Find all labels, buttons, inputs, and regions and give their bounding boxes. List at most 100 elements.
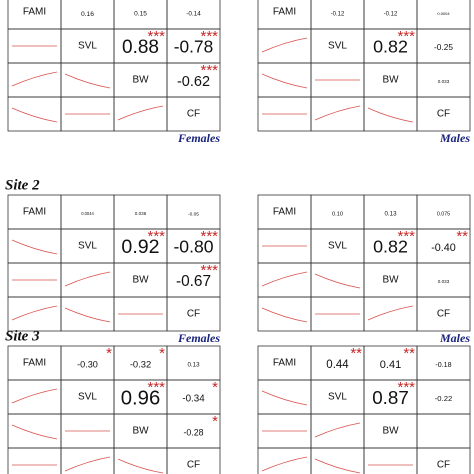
variable-label: FAMI	[23, 358, 46, 369]
matrix-cell	[166, 447, 221, 474]
trend-line	[11, 388, 58, 404]
matrix-cell	[416, 447, 471, 474]
correlation: -0.34	[182, 394, 205, 405]
correlation: 0.44	[326, 359, 349, 371]
matrix-cell	[257, 28, 312, 64]
correlation: 0.96	[121, 387, 160, 409]
variable-label: FAMI	[273, 207, 296, 218]
significance-stars: ***	[397, 228, 415, 245]
correlation: 0.82	[373, 237, 408, 257]
variable-label: SVL	[78, 392, 97, 403]
correlation: -0.67	[176, 273, 211, 290]
trend-line	[314, 458, 361, 474]
sex-label: Females	[177, 131, 220, 145]
correlation: 0.16	[81, 11, 94, 18]
correlation: 0.82	[373, 37, 408, 57]
trend-line	[261, 37, 308, 53]
matrix-cell	[257, 379, 312, 415]
matrix-cell	[257, 262, 312, 298]
correlation: -0.18	[435, 361, 451, 369]
correlation: 0.13	[384, 211, 397, 218]
correlation: -0.32	[130, 358, 151, 369]
trend-line	[261, 73, 308, 89]
correlation: 0.033	[438, 79, 450, 84]
correlation: 0.036	[135, 211, 147, 216]
correlation: -0.14	[186, 11, 201, 18]
matrix-cell	[60, 296, 115, 332]
variable-label: CF	[437, 309, 450, 320]
trend-line	[261, 390, 308, 406]
correlation: 0.92	[121, 236, 159, 258]
variable-label: BW	[132, 275, 149, 286]
trend-line	[11, 424, 58, 440]
variable-label: FAMI	[273, 358, 296, 369]
variable-label: BW	[382, 275, 399, 286]
matrix-cell	[7, 413, 62, 449]
variable-label: CF	[187, 309, 200, 320]
significance-stars: ***	[200, 262, 218, 279]
matrix-cell	[113, 96, 168, 132]
trend-line	[314, 105, 361, 121]
significance-stars: ***	[397, 28, 415, 45]
correlation: 0.13	[187, 362, 200, 369]
matrix-cell	[363, 447, 418, 474]
correlation: -0.12	[331, 12, 345, 18]
trend-line	[11, 107, 58, 123]
trend-line	[261, 307, 308, 323]
matrix-cell	[257, 296, 312, 332]
trend-line	[117, 105, 164, 121]
variable-label: SVL	[328, 392, 347, 403]
matrix-cell	[416, 413, 471, 449]
variable-label: FAMI	[23, 207, 46, 218]
matrix-cell	[7, 96, 62, 132]
correlation: -0.80	[173, 237, 213, 257]
variable-label: FAMI	[273, 7, 296, 18]
trend-line	[64, 307, 111, 323]
significance-stars: **	[403, 345, 415, 362]
significance-stars: ***	[200, 28, 218, 45]
significance-stars: ***	[147, 228, 165, 245]
trend-line	[261, 456, 308, 472]
trend-line	[64, 271, 111, 287]
significance-stars: **	[350, 345, 362, 362]
correlation: -0.30	[77, 359, 98, 369]
matrix-cell	[257, 447, 312, 474]
correlation: -0.28	[183, 427, 203, 437]
matrix-cell	[60, 62, 115, 98]
matrix-cell	[7, 228, 62, 264]
significance-stars: *	[212, 379, 218, 396]
correlation: 0.15	[134, 11, 147, 18]
correlation: 0.10	[332, 212, 343, 218]
variable-label: SVL	[328, 241, 347, 252]
trend-line	[11, 305, 58, 321]
matrix-cell	[416, 96, 471, 132]
significance-stars: *	[212, 413, 218, 430]
correlation: 0.87	[372, 387, 409, 408]
variable-label: SVL	[78, 241, 97, 252]
matrix-cell	[60, 447, 115, 474]
trend-line	[64, 456, 111, 472]
trend-line	[367, 107, 414, 123]
correlation: 0.075	[437, 211, 450, 217]
matrix-cell	[416, 296, 471, 332]
significance-stars: ***	[200, 228, 218, 245]
variable-label: BW	[382, 426, 399, 437]
matrix-cell	[7, 379, 62, 415]
significance-stars: *	[159, 345, 165, 362]
matrix-cell	[7, 447, 62, 474]
significance-stars: ***	[147, 28, 165, 45]
correlation: -0.22	[435, 394, 453, 403]
correlation: 0.0044	[81, 211, 94, 216]
correlation: -0.05	[188, 211, 199, 217]
significance-stars: **	[456, 228, 468, 245]
significance-stars: *	[106, 345, 112, 362]
matrix-cell	[7, 62, 62, 98]
matrix-cell	[166, 296, 221, 332]
variable-label: CF	[437, 109, 450, 120]
trend-line	[11, 239, 58, 255]
trend-line	[117, 458, 164, 474]
matrix-cell	[310, 262, 365, 298]
correlation: -0.62	[177, 74, 210, 90]
significance-stars: ***	[147, 379, 165, 396]
